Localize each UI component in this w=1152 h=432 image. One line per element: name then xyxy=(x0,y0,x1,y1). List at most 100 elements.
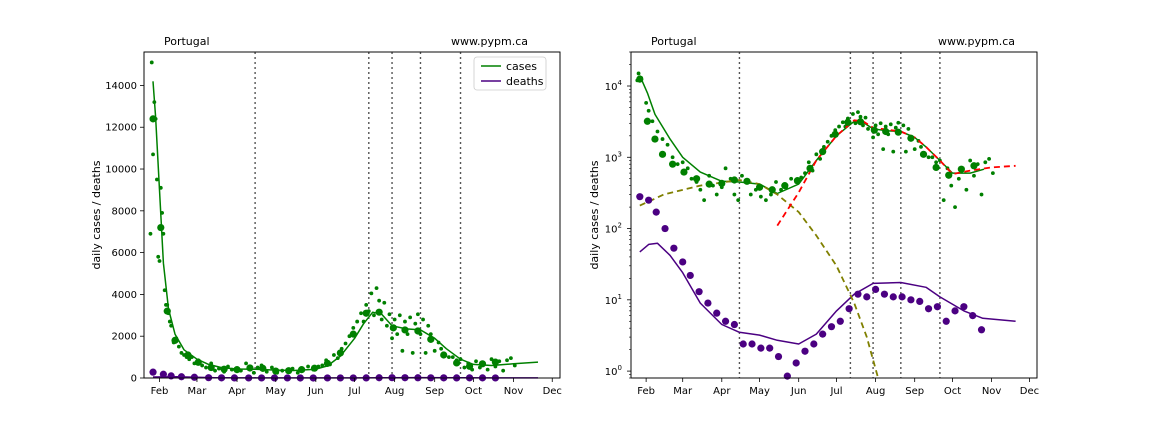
legend: cases deaths xyxy=(473,56,547,91)
r-xtick-label-9: Nov xyxy=(982,386,1002,397)
r-noise-dot-0-61 xyxy=(878,121,883,126)
r-noise-dot-0-62 xyxy=(881,147,886,152)
l-marker-0-21 xyxy=(401,326,409,334)
r-noise-dot-0-71 xyxy=(906,127,911,131)
l-noise-dot-0-75 xyxy=(390,336,394,341)
l-xtick-label-2: Apr xyxy=(228,386,246,397)
r-xtick-label-7: Sep xyxy=(905,386,924,397)
l-ytick-label-0: 0 xyxy=(131,374,137,385)
r-noise-dot-0-83 xyxy=(953,205,957,209)
right-plot-area-border xyxy=(630,51,1038,379)
legend-deaths-label: deaths xyxy=(506,75,544,88)
right-corner-right: www.pypm.ca xyxy=(938,35,1015,48)
r-xtick-label-4: Jun xyxy=(790,386,807,397)
left-markers xyxy=(149,115,500,382)
l-noise-dot-0-74 xyxy=(387,312,392,317)
r-noise-dot-0-67 xyxy=(893,125,898,130)
l-noise-dot-0-40 xyxy=(255,365,260,370)
l-noise-dot-0-76 xyxy=(392,317,397,322)
l-marker-0-26 xyxy=(465,362,474,370)
r-marker-1-7 xyxy=(695,288,703,296)
l-noise-dot-0-69 xyxy=(374,286,379,291)
r-marker-1-5 xyxy=(679,258,687,266)
r-marker-1-38 xyxy=(969,312,977,320)
r-noise-dot-0-76 xyxy=(926,155,931,160)
r-noise-dot-0-21 xyxy=(723,166,728,171)
r-marker-0-25 xyxy=(932,163,940,172)
r-ytick-label-1: 101 xyxy=(605,293,622,307)
r-marker-1-33 xyxy=(924,305,933,313)
r-marker-0-27 xyxy=(957,165,965,173)
right-x-axis: Feb Mar Apr May Jun Jul Aug Sep Oct Nov Dec xyxy=(637,378,1039,397)
left-x-axis: Feb Mar Apr May Jun Jul Aug Sep Oct Nov Dec xyxy=(151,378,562,397)
r-marker-1-6 xyxy=(686,271,694,280)
l-noise-dot-0-0 xyxy=(148,231,153,236)
l-noise-dot-0-111 xyxy=(509,356,513,361)
l-noise-dot-0-96 xyxy=(450,355,455,360)
r-noise-dot-0-9 xyxy=(670,155,675,160)
r-marker-0-5 xyxy=(680,168,688,176)
r-marker-0-4 xyxy=(669,160,677,168)
r-marker-0-10 xyxy=(743,177,751,185)
right-corner-left: Portugal xyxy=(651,35,697,48)
l-marker-1-0 xyxy=(149,368,157,376)
r-noise-dot-0-92 xyxy=(987,156,991,161)
l-noise-dot-0-65 xyxy=(364,302,369,307)
r-marker-1-39 xyxy=(977,326,986,334)
r-marker-1-10 xyxy=(721,317,730,325)
r-xtick-label-1: Mar xyxy=(673,386,693,397)
r-noise-dot-0-31 xyxy=(769,192,773,197)
r-marker-1-0 xyxy=(636,193,644,201)
l-xtick-label-1: Mar xyxy=(188,386,208,397)
r-noise-dot-0-86 xyxy=(964,187,969,192)
r-noise-dot-0-74 xyxy=(919,144,923,149)
r-noise-dot-0-32 xyxy=(774,180,778,184)
r-noise-dot-0-54 xyxy=(858,114,863,119)
l-ytick-label-3: 6000 xyxy=(112,248,137,259)
left-y-axis: 0 2000 4000 6000 8000 10000 12000 14000 xyxy=(105,81,144,385)
r-marker-1-14 xyxy=(757,344,765,352)
r-marker-1-29 xyxy=(889,293,897,301)
l-noise-dot-0-63 xyxy=(359,311,363,316)
r-ytick-exp-0: 0 xyxy=(618,364,622,372)
r-marker-1-8 xyxy=(704,299,712,307)
r-noise-dot-0-12 xyxy=(685,166,690,171)
l-noise-dot-0-42 xyxy=(264,369,269,374)
r-noise-dot-0-53 xyxy=(856,110,860,115)
r-marker-0-20 xyxy=(870,126,878,134)
l-xtick-label-6: Aug xyxy=(385,386,405,397)
r-noise-dot-0-15 xyxy=(698,187,703,192)
l-marker-0-13 xyxy=(298,366,306,374)
l-marker-0-6 xyxy=(207,363,215,372)
r-ytick-base-1: 10 xyxy=(605,296,618,307)
l-noise-dot-0-50 xyxy=(306,364,310,369)
left-y-axis-label: daily cases / deaths xyxy=(90,160,103,269)
r-marker-1-34 xyxy=(933,303,941,311)
r-ytick-base-4: 10 xyxy=(605,82,618,93)
l-noise-dot-0-30 xyxy=(213,368,217,373)
l-noise-dot-0-85 xyxy=(415,312,420,317)
r-marker-0-9 xyxy=(730,176,738,184)
r-marker-0-21 xyxy=(882,127,890,136)
r-noise-dot-0-3 xyxy=(644,100,649,105)
r-noise-dot-0-93 xyxy=(990,171,995,175)
r-marker-0-14 xyxy=(793,177,802,185)
l-noise-dot-0-48 xyxy=(295,370,300,375)
right-markers xyxy=(636,75,986,380)
r-marker-0-1 xyxy=(643,117,651,125)
r-marker-1-4 xyxy=(670,244,678,252)
r-noise-dot-0-16 xyxy=(702,198,707,203)
r-noise-dot-0-48 xyxy=(840,120,845,125)
l-marker-0-15 xyxy=(323,359,332,367)
r-noise-dot-0-44 xyxy=(825,139,830,144)
l-marker-0-11 xyxy=(272,367,280,375)
r-marker-1-15 xyxy=(766,344,774,352)
r-noise-dot-0-39 xyxy=(806,160,811,165)
l-noise-dot-0-99 xyxy=(462,365,467,370)
r-noise-dot-0-59 xyxy=(873,123,878,128)
r-marker-0-18 xyxy=(844,118,852,126)
r-noise-dot-0-8 xyxy=(665,142,670,147)
l-noise-dot-0-109 xyxy=(501,368,506,373)
l-marker-0-1 xyxy=(157,223,165,232)
r-marker-1-30 xyxy=(898,293,906,301)
